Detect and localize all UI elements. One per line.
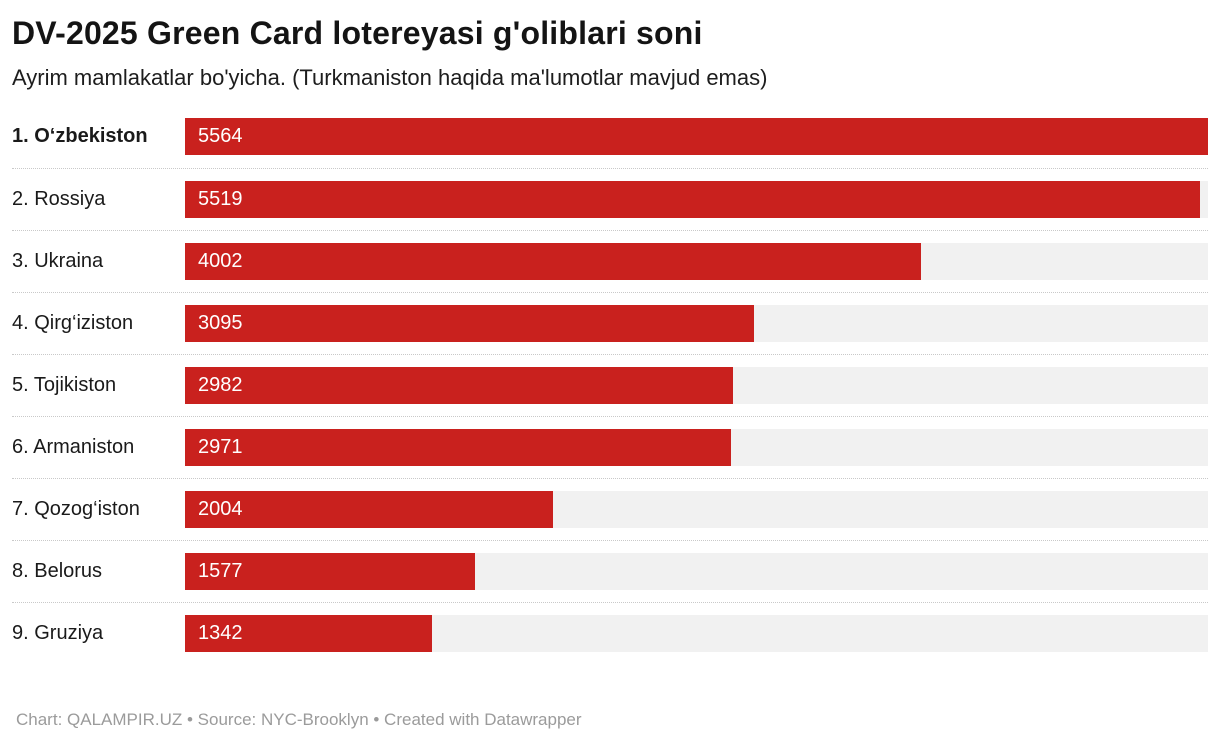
bar: 2982 [185, 366, 734, 404]
bar-value: 2982 [198, 373, 243, 396]
bar: 2971 [185, 428, 732, 466]
bar: 1342 [185, 614, 432, 652]
bar: 5564 [185, 118, 1208, 156]
bar-track: 5519 [185, 180, 1208, 218]
bar-chart: 1. O‘zbekiston 5564 2. Rossiya 5519 3. U… [12, 106, 1208, 664]
chart-row: 7. Qozog‘iston 2004 [12, 477, 1208, 540]
bar-value: 1577 [198, 559, 243, 582]
chart-row: 5. Tojikiston 2982 [12, 353, 1208, 416]
bar-value: 2004 [198, 497, 243, 520]
bar-track: 1342 [185, 614, 1208, 652]
bar-value: 5519 [198, 187, 243, 210]
footer-attribution: Chart: QALAMPIR.UZ • Source: NYC-Brookly… [16, 710, 582, 729]
chart-row: 4. Qirg‘iziston 3095 [12, 291, 1208, 354]
row-label: 8. Belorus [12, 559, 103, 582]
chart-row: 1. O‘zbekiston 5564 [12, 106, 1208, 168]
chart-row: 8. Belorus 1577 [12, 539, 1208, 602]
row-label: 2. Rossiya [12, 187, 106, 210]
bar-value: 5564 [198, 125, 243, 148]
bar: 4002 [185, 242, 921, 280]
row-label: 7. Qozog‘iston [12, 497, 140, 520]
bar-track: 1577 [185, 552, 1208, 590]
chart-row: 6. Armaniston 2971 [12, 415, 1208, 478]
row-label: 4. Qirg‘iziston [12, 311, 134, 334]
bar-track: 2971 [185, 428, 1208, 466]
bar-track: 5564 [185, 118, 1208, 156]
bar-track: 2004 [185, 490, 1208, 528]
row-label: 5. Tojikiston [12, 373, 117, 396]
bar-value: 2971 [198, 435, 243, 458]
chart-row: 3. Ukraina 4002 [12, 229, 1208, 292]
bar: 2004 [185, 490, 554, 528]
chart-subtitle: Ayrim mamlakatlar bo'yicha. (Turkmanisto… [12, 65, 768, 91]
bar: 1577 [185, 552, 475, 590]
row-label: 3. Ukraina [12, 249, 104, 272]
chart-title: DV-2025 Green Card lotereyasi g'oliblari… [12, 15, 703, 51]
bar-value: 3095 [198, 311, 243, 334]
chart-row: 2. Rossiya 5519 [12, 167, 1208, 230]
bar-track: 4002 [185, 242, 1208, 280]
row-label: 6. Armaniston [12, 435, 135, 458]
bar-track: 2982 [185, 366, 1208, 404]
bar-track: 3095 [185, 304, 1208, 342]
chart-row: 9. Gruziya 1342 [12, 601, 1208, 664]
bar: 3095 [185, 304, 755, 342]
row-label: 9. Gruziya [12, 621, 104, 644]
bar: 5519 [185, 180, 1200, 218]
bar-value: 4002 [198, 249, 243, 272]
bar-value: 1342 [198, 621, 243, 644]
row-label: 1. O‘zbekiston [12, 125, 148, 148]
